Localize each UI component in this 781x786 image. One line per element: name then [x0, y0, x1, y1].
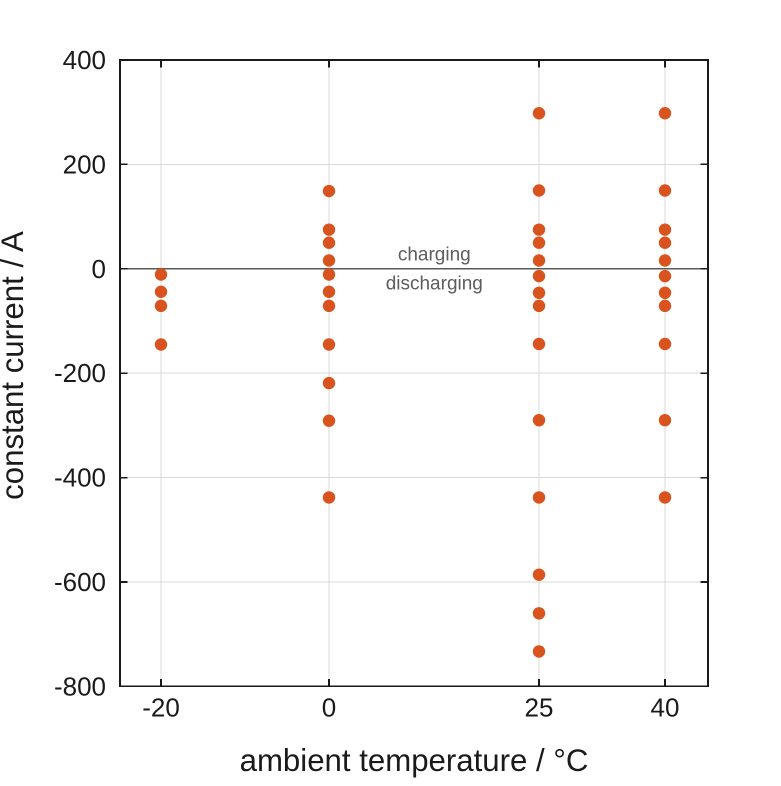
- svg-text:25: 25: [525, 692, 554, 722]
- svg-text:ambient temperature / °C: ambient temperature / °C: [240, 743, 589, 778]
- svg-text:-20: -20: [142, 692, 180, 722]
- svg-text:0: 0: [92, 254, 106, 284]
- svg-text:discharging: discharging: [386, 273, 483, 294]
- svg-text:-200: -200: [54, 358, 106, 388]
- svg-text:-600: -600: [54, 567, 106, 597]
- svg-text:0: 0: [322, 692, 336, 722]
- svg-text:400: 400: [63, 45, 106, 75]
- svg-text:-800: -800: [54, 671, 106, 701]
- svg-text:constant current / A: constant current / A: [0, 231, 30, 500]
- svg-text:charging: charging: [398, 245, 471, 266]
- svg-text:-400: -400: [54, 463, 106, 493]
- svg-text:40: 40: [651, 692, 680, 722]
- svg-text:200: 200: [63, 149, 106, 179]
